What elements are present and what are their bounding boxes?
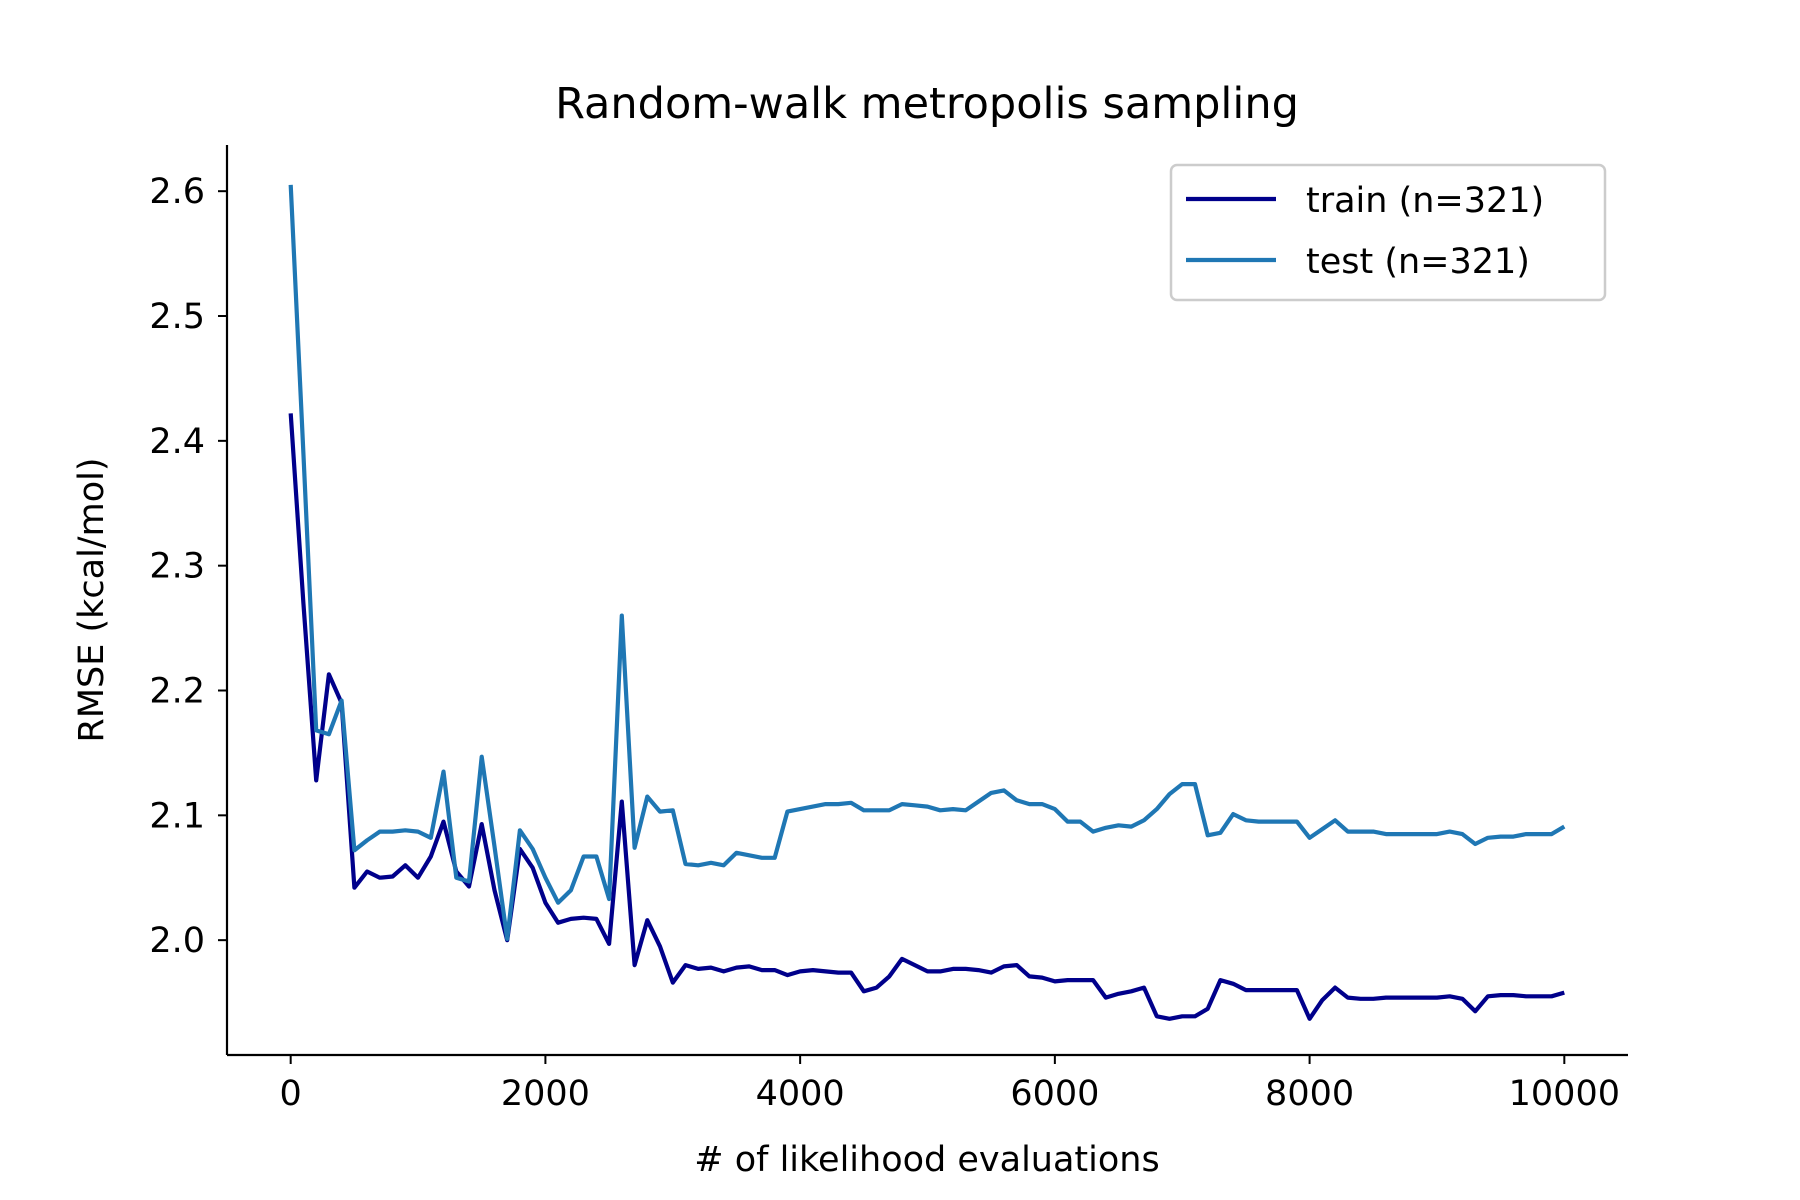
legend-label-train: train (n=321) — [1306, 181, 1544, 221]
x-tick-label: 8000 — [1265, 1074, 1354, 1114]
x-axis-ticks: 0 2000 4000 6000 8000 10000 — [280, 1055, 1620, 1114]
y-tick-label: 2.3 — [149, 547, 205, 587]
y-tick-label: 2.1 — [149, 796, 205, 836]
y-tick-label: 2.5 — [149, 297, 205, 337]
train-series-line — [288, 413, 1565, 1021]
y-axis-label: RMSE (kcal/mol) — [72, 458, 112, 743]
y-tick-label: 2.0 — [149, 921, 205, 961]
chart-title: Random-walk metropolis sampling — [555, 79, 1299, 129]
legend-box — [1169, 163, 1607, 302]
test-series-line — [288, 184, 1566, 942]
legend-label-test: test (n=321) — [1306, 242, 1530, 282]
y-tick-label: 2.4 — [149, 422, 205, 462]
x-tick-label: 2000 — [501, 1074, 590, 1114]
x-axis-label: # of likelihood evaluations — [694, 1140, 1159, 1180]
y-tick-label: 2.2 — [149, 672, 205, 712]
x-tick-label: 4000 — [756, 1074, 845, 1114]
x-tick-label: 6000 — [1010, 1074, 1099, 1114]
x-tick-label: 10000 — [1509, 1074, 1620, 1114]
x-tick-label: 0 — [280, 1074, 302, 1114]
legend: train (n=321) test (n=321) — [1169, 163, 1607, 302]
plot-series — [288, 184, 1566, 1021]
y-tick-label: 2.6 — [149, 172, 205, 212]
y-axis-ticks: 2.0 2.1 2.2 2.3 2.4 2.5 2.6 — [149, 172, 227, 961]
